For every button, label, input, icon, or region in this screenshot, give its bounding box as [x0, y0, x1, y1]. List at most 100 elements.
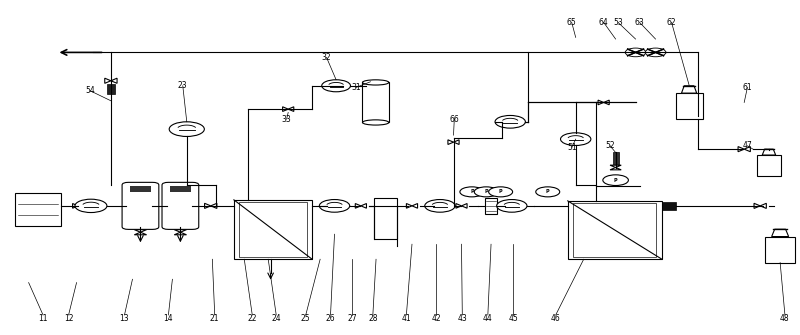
Circle shape [626, 48, 646, 57]
Polygon shape [210, 203, 217, 208]
Text: 11: 11 [38, 314, 48, 323]
Polygon shape [412, 204, 418, 208]
Text: 26: 26 [326, 314, 335, 323]
Polygon shape [757, 155, 781, 176]
Polygon shape [744, 147, 750, 152]
Text: P: P [485, 189, 488, 194]
Text: P: P [470, 189, 474, 194]
Polygon shape [610, 168, 622, 170]
Circle shape [322, 80, 350, 92]
Text: 48: 48 [780, 314, 790, 323]
Circle shape [497, 200, 527, 212]
Polygon shape [760, 203, 766, 208]
Polygon shape [374, 198, 397, 239]
Text: 66: 66 [450, 115, 459, 124]
Polygon shape [675, 93, 702, 119]
Text: 41: 41 [402, 314, 411, 323]
Polygon shape [772, 229, 789, 237]
Text: 32: 32 [322, 53, 331, 62]
Circle shape [489, 187, 513, 197]
FancyBboxPatch shape [162, 182, 198, 229]
Polygon shape [762, 149, 776, 155]
Ellipse shape [362, 120, 389, 125]
Text: 45: 45 [509, 314, 518, 323]
Text: 53: 53 [613, 18, 623, 27]
Polygon shape [614, 152, 619, 165]
Text: 25: 25 [301, 314, 310, 323]
Text: 62: 62 [666, 18, 676, 27]
Text: 47: 47 [742, 141, 752, 150]
Polygon shape [662, 202, 676, 210]
Circle shape [645, 48, 666, 57]
Circle shape [170, 122, 204, 136]
Polygon shape [107, 84, 115, 94]
Polygon shape [130, 186, 151, 192]
Text: P: P [614, 178, 618, 183]
Polygon shape [170, 186, 190, 192]
Circle shape [460, 187, 484, 197]
Polygon shape [598, 100, 604, 105]
Polygon shape [462, 204, 467, 208]
Polygon shape [610, 165, 622, 168]
Polygon shape [234, 200, 312, 259]
Text: 12: 12 [64, 314, 74, 323]
Text: 42: 42 [431, 314, 441, 323]
Polygon shape [78, 204, 84, 208]
Circle shape [319, 200, 350, 212]
Circle shape [425, 200, 455, 212]
Text: 28: 28 [368, 314, 378, 323]
Text: 54: 54 [86, 86, 95, 95]
Polygon shape [485, 198, 498, 214]
Circle shape [474, 187, 498, 197]
Text: P: P [499, 189, 502, 194]
Polygon shape [765, 237, 795, 263]
Polygon shape [134, 230, 146, 232]
Polygon shape [738, 147, 744, 152]
Text: 63: 63 [634, 18, 645, 27]
Text: P: P [546, 189, 550, 194]
Text: 33: 33 [282, 115, 291, 124]
Polygon shape [568, 201, 662, 259]
Circle shape [75, 199, 107, 212]
Text: 46: 46 [551, 314, 561, 323]
Text: 21: 21 [210, 314, 219, 323]
Text: 64: 64 [598, 18, 609, 27]
Polygon shape [362, 82, 389, 123]
Circle shape [561, 133, 591, 145]
Text: 22: 22 [247, 314, 257, 323]
Polygon shape [174, 230, 186, 232]
Polygon shape [406, 204, 412, 208]
Circle shape [603, 175, 629, 186]
Polygon shape [134, 232, 146, 235]
Polygon shape [754, 203, 760, 208]
Polygon shape [15, 193, 62, 226]
Polygon shape [456, 204, 462, 208]
Text: 31: 31 [351, 83, 361, 92]
Circle shape [495, 116, 526, 128]
Polygon shape [205, 203, 210, 208]
Polygon shape [282, 107, 288, 112]
Polygon shape [355, 204, 361, 208]
Text: 23: 23 [178, 81, 187, 90]
Polygon shape [361, 204, 366, 208]
Text: 14: 14 [163, 314, 174, 323]
FancyBboxPatch shape [122, 182, 159, 229]
Text: 61: 61 [742, 83, 752, 92]
Text: 44: 44 [483, 314, 493, 323]
Text: 13: 13 [120, 314, 130, 323]
Text: 51: 51 [567, 143, 577, 152]
Polygon shape [682, 86, 697, 93]
Polygon shape [454, 140, 459, 144]
Polygon shape [105, 78, 111, 83]
Text: 27: 27 [347, 314, 357, 323]
Polygon shape [174, 232, 186, 235]
Circle shape [536, 187, 560, 197]
Ellipse shape [362, 80, 389, 85]
Polygon shape [288, 107, 294, 112]
Text: 52: 52 [606, 141, 615, 150]
Polygon shape [604, 100, 610, 105]
Polygon shape [448, 140, 454, 144]
Text: 65: 65 [567, 18, 577, 27]
Polygon shape [73, 204, 78, 208]
Text: 43: 43 [458, 314, 467, 323]
